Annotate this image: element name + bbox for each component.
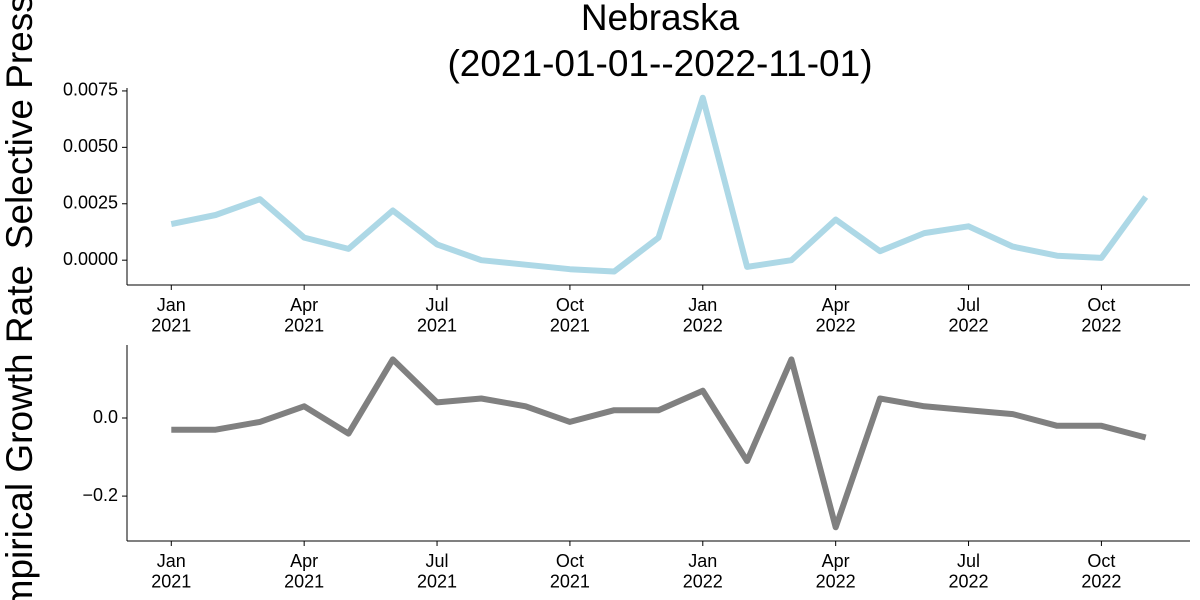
x-tick-label: Apr 2022: [816, 295, 856, 336]
x-tick-label: Apr 2021: [284, 295, 324, 336]
y-axis-label: Selective Pressure: [0, 0, 40, 249]
y-tick-label: 0.0075: [63, 80, 118, 100]
data-line: [170, 94, 1149, 275]
chart-title: Nebraska: [581, 0, 740, 38]
x-tick-label: Jan 2022: [683, 295, 723, 336]
chart-subtitle: (2021-01-01--2022-11-01): [447, 43, 872, 84]
x-tick-label: Oct 2022: [1081, 295, 1121, 336]
x-tick-label: Jan 2022: [683, 551, 723, 592]
x-tick-label: Apr 2021: [284, 551, 324, 592]
y-axis-label: Empirical Growth Rate: [0, 265, 40, 600]
y-tick-label: 0.0000: [63, 249, 118, 269]
x-tick-label: Oct 2021: [550, 551, 590, 592]
x-tick-label: Apr 2022: [816, 551, 856, 592]
y-tick-label: 0.0: [93, 407, 118, 427]
x-tick-label: Jul 2021: [417, 551, 457, 592]
data-line: [171, 356, 1147, 531]
x-tick-label: Jan 2021: [151, 295, 191, 336]
x-tick-label: Oct 2021: [550, 295, 590, 336]
y-tick-label: −0.2: [82, 485, 118, 505]
x-tick-label: Jul 2022: [949, 295, 989, 336]
y-tick-label: 0.0050: [63, 136, 118, 156]
x-tick-label: Jul 2022: [949, 551, 989, 592]
x-tick-label: Jan 2021: [151, 551, 191, 592]
x-tick-label: Oct 2022: [1081, 551, 1121, 592]
y-tick-label: 0.0025: [63, 193, 118, 213]
x-tick-label: Jul 2021: [417, 295, 457, 336]
